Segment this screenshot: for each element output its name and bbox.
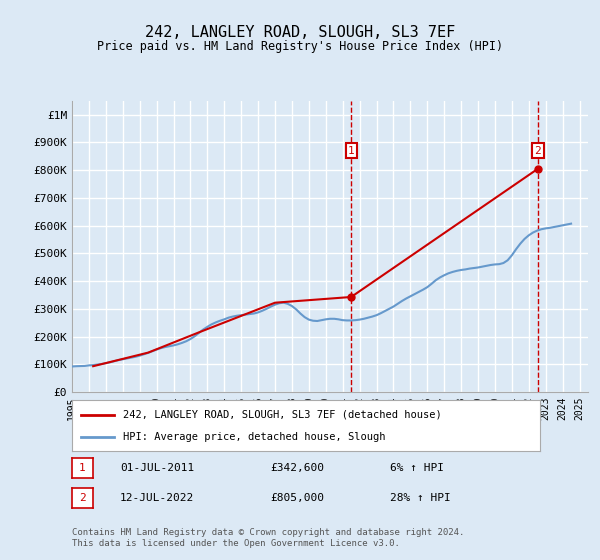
Text: HPI: Average price, detached house, Slough: HPI: Average price, detached house, Slou… (124, 432, 386, 442)
Text: £342,600: £342,600 (270, 463, 324, 473)
Text: 242, LANGLEY ROAD, SLOUGH, SL3 7EF (detached house): 242, LANGLEY ROAD, SLOUGH, SL3 7EF (deta… (124, 409, 442, 419)
Text: Contains HM Land Registry data © Crown copyright and database right 2024.
This d: Contains HM Land Registry data © Crown c… (72, 528, 464, 548)
Text: 2: 2 (535, 146, 541, 156)
Text: Price paid vs. HM Land Registry's House Price Index (HPI): Price paid vs. HM Land Registry's House … (97, 40, 503, 53)
Text: 12-JUL-2022: 12-JUL-2022 (120, 493, 194, 503)
Text: 1: 1 (79, 463, 86, 473)
Text: 242, LANGLEY ROAD, SLOUGH, SL3 7EF: 242, LANGLEY ROAD, SLOUGH, SL3 7EF (145, 25, 455, 40)
Text: 6% ↑ HPI: 6% ↑ HPI (390, 463, 444, 473)
Text: 2: 2 (79, 493, 86, 503)
Text: 1: 1 (348, 146, 355, 156)
Text: 28% ↑ HPI: 28% ↑ HPI (390, 493, 451, 503)
Text: 01-JUL-2011: 01-JUL-2011 (120, 463, 194, 473)
Text: £805,000: £805,000 (270, 493, 324, 503)
